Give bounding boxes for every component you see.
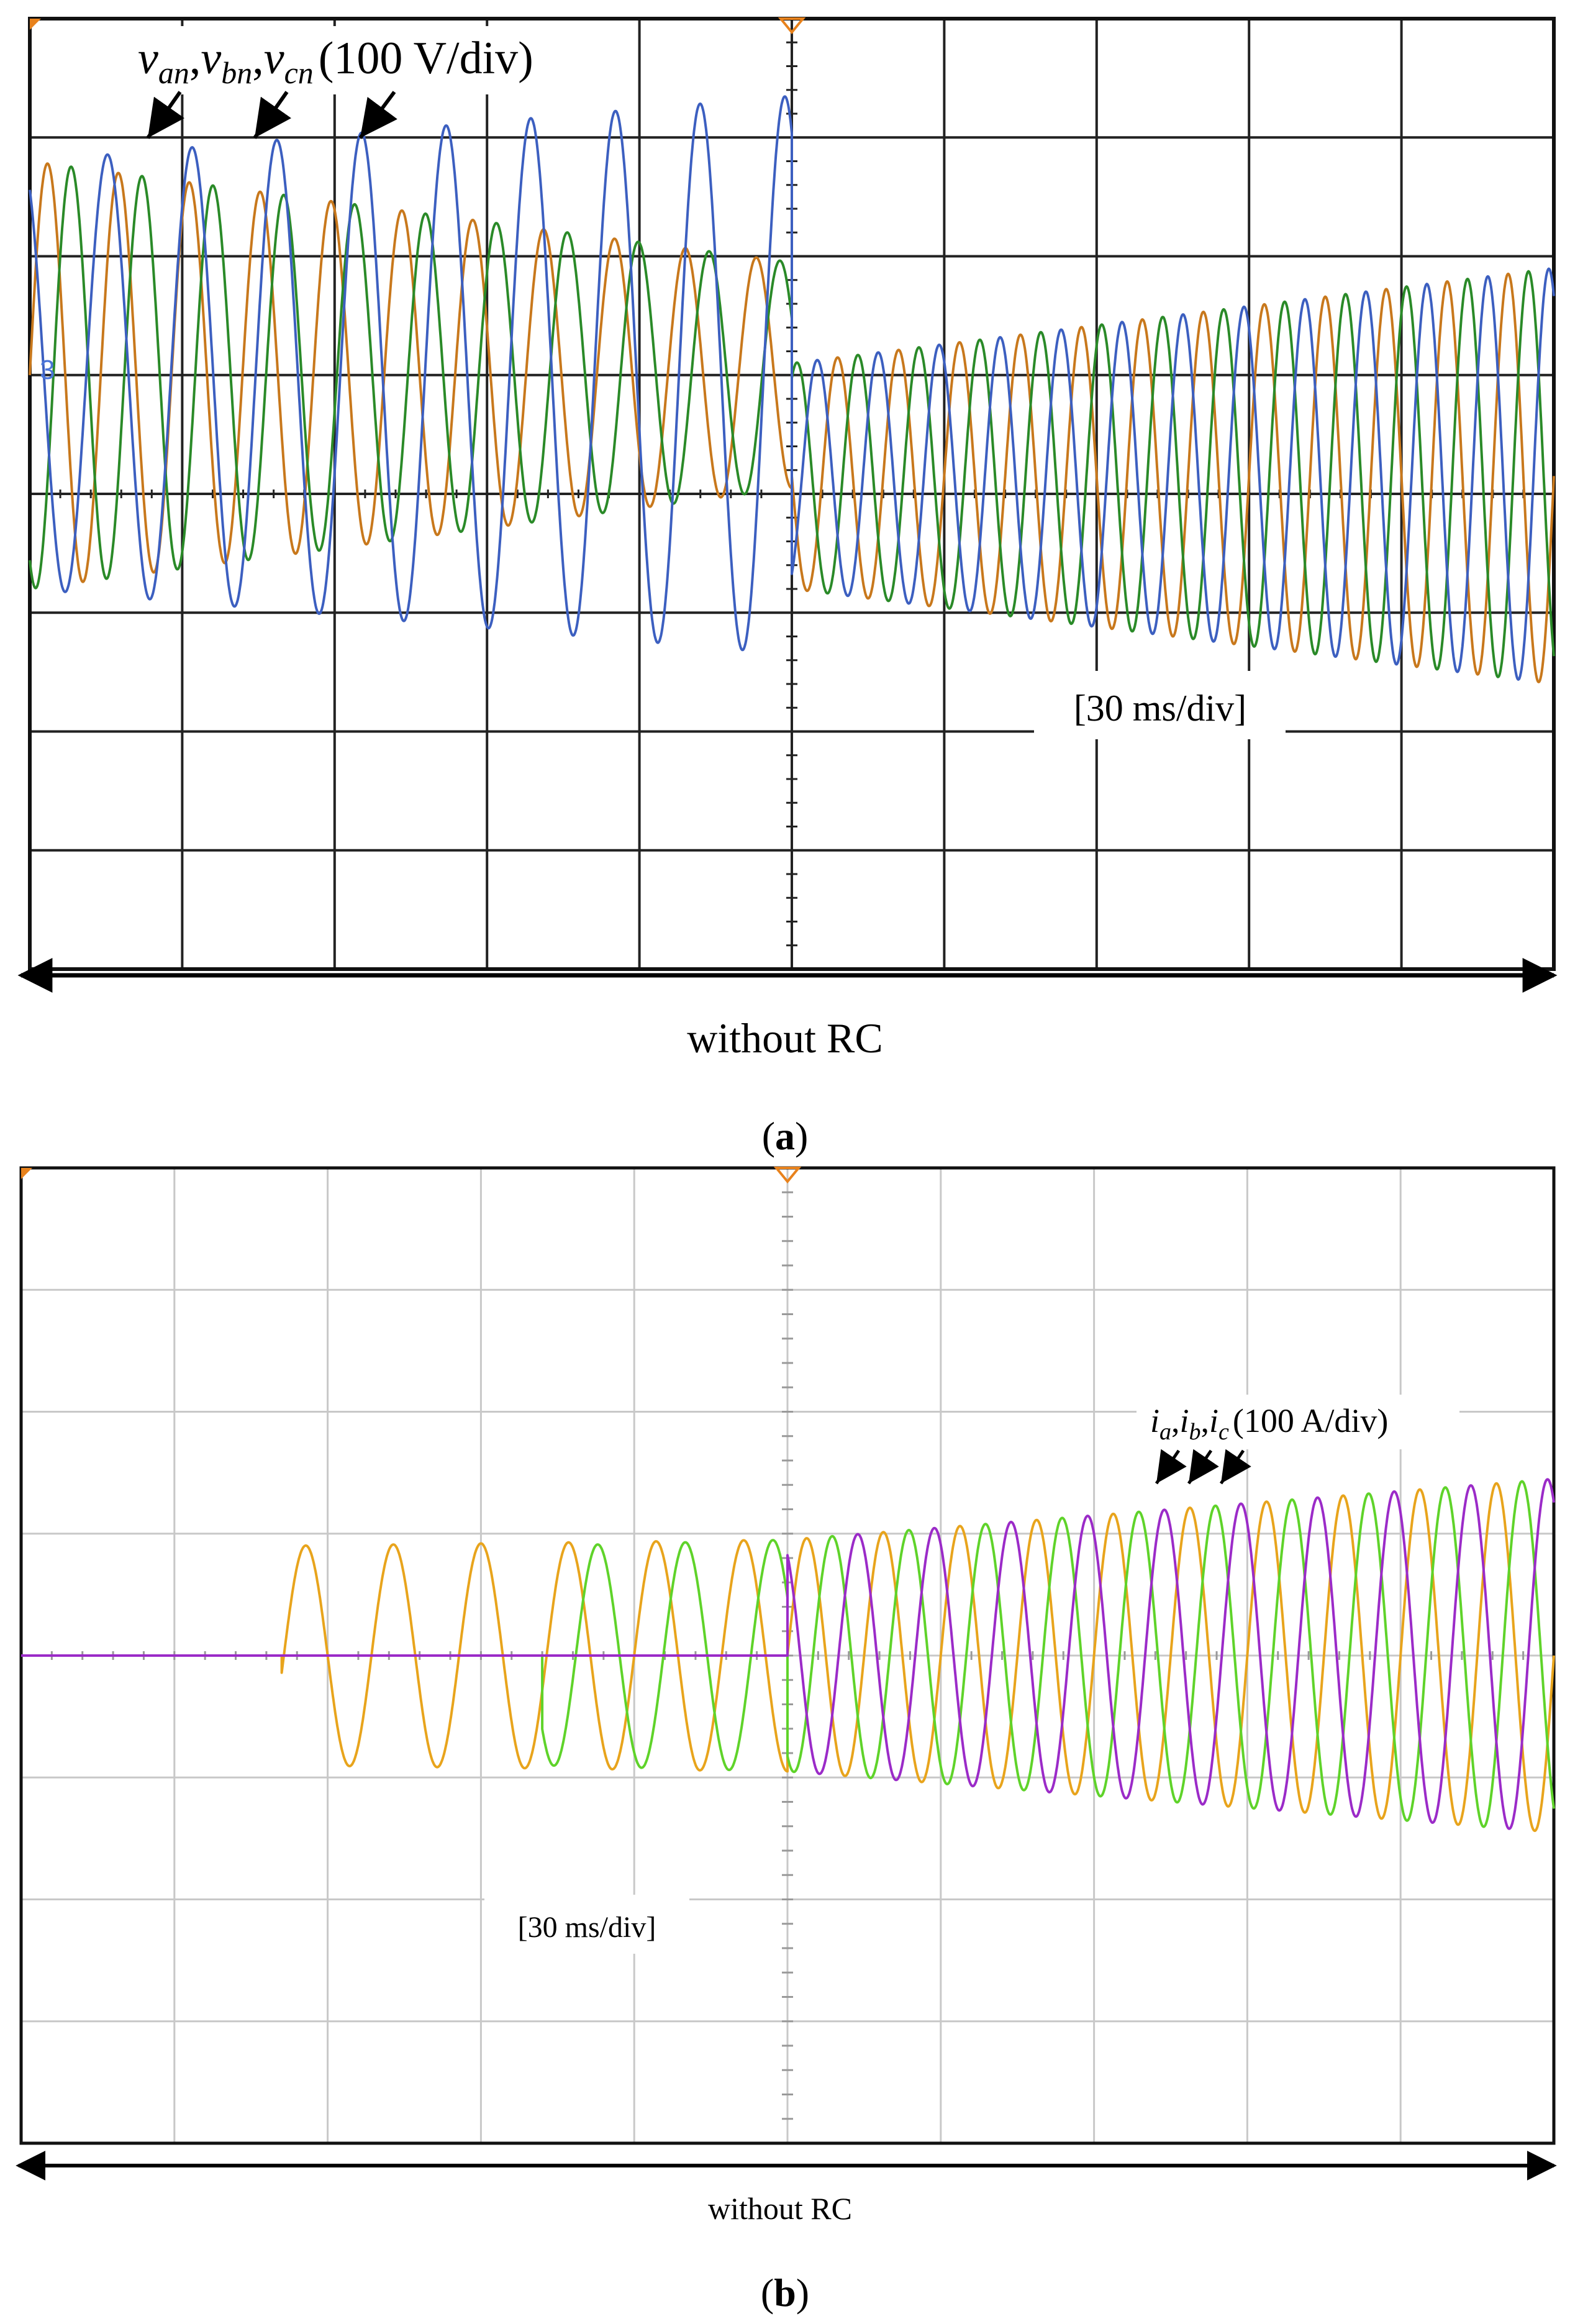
label-van-base: v <box>138 33 158 84</box>
panel-b-caption: without RC <box>708 2191 852 2226</box>
label-ic-sub: c <box>1218 1419 1229 1445</box>
panel-a-paren-close: ) <box>795 1114 808 1158</box>
panel-a-signal-labels: van,vbn,vcn (100 V/div) <box>138 33 533 90</box>
panel-a-paren-open: ( <box>762 1114 775 1158</box>
panel-b-signal-label-group: ia,ib,ic (100 A/div) <box>1137 1395 1459 1449</box>
label-sep-b1: , <box>1171 1402 1180 1439</box>
panel-a-time-scale: [30 ms/div] <box>1074 688 1246 729</box>
panel-a-caption: without RC <box>687 1014 883 1062</box>
panel-a-arrow-van <box>146 91 185 139</box>
corner-marker-icon <box>30 19 41 30</box>
label-ia-sub: a <box>1159 1419 1171 1445</box>
panel-a: 3 van,vbn,vcn (100 V/div) [30 ms/div] wit… <box>17 17 1558 1158</box>
label-ib-base: i <box>1180 1402 1189 1439</box>
panel-b-label-bg <box>1137 1395 1459 1449</box>
panel-b: ia,ib,ic (100 A/div) [30 ms/div] without … <box>16 1166 1557 2315</box>
panel-a-arrow-vbn <box>253 91 292 139</box>
panel-b-arrow-ic <box>1219 1449 1251 1485</box>
label-ia-base: i <box>1150 1402 1159 1439</box>
label-van-sub: an <box>158 55 189 90</box>
label-sep-1: , <box>189 33 201 84</box>
label-ib-sub: b <box>1189 1419 1201 1445</box>
label-sep-b2: , <box>1201 1402 1210 1439</box>
trigger-marker-icon <box>773 1167 802 1184</box>
panel-b-time-scale-bg <box>484 1895 689 1954</box>
series-line-v-cn <box>29 95 1555 681</box>
panel-b-arrow-ib <box>1187 1449 1219 1485</box>
panel-b-time-scale: [30 ms/div] <box>518 1911 656 1944</box>
panel-b-label: (b) <box>761 2271 809 2315</box>
panel-b-paren-close: ) <box>796 2271 809 2315</box>
label-sep-2: , <box>252 33 264 84</box>
label-vcn-base: v <box>264 33 284 84</box>
panel-a-scale-text: (100 V/div) <box>319 33 533 84</box>
panel-a-channel-marker: 3 <box>40 355 55 385</box>
panel-b-signal-labels: ia,ib,ic (100 A/div) <box>1150 1402 1388 1445</box>
panel-b-traces <box>20 1478 1555 1833</box>
panel-b-arrow-ia <box>1155 1449 1187 1485</box>
label-vbn-sub: bn <box>221 55 252 90</box>
label-vcn-sub: cn <box>284 55 314 90</box>
panel-b-paren-open: ( <box>761 2271 774 2315</box>
panel-a-label: (a) <box>762 1114 809 1158</box>
label-ic-base: i <box>1209 1402 1218 1439</box>
label-vbn-base: v <box>201 33 221 84</box>
series-line-i-c <box>20 1478 1555 1830</box>
corner-marker-icon <box>21 1168 32 1179</box>
panel-a-time-scale-bg <box>1034 671 1286 739</box>
trigger-marker-icon <box>778 17 806 35</box>
panel-b-scale-text: (100 A/div) <box>1233 1402 1389 1439</box>
panel-a-signal-label-group: van,vbn,vcn (100 V/div) <box>118 26 615 94</box>
panel-a-label-bg <box>118 26 615 94</box>
panel-a-arrow-vcn <box>358 91 397 139</box>
panel-a-traces <box>29 95 1555 683</box>
